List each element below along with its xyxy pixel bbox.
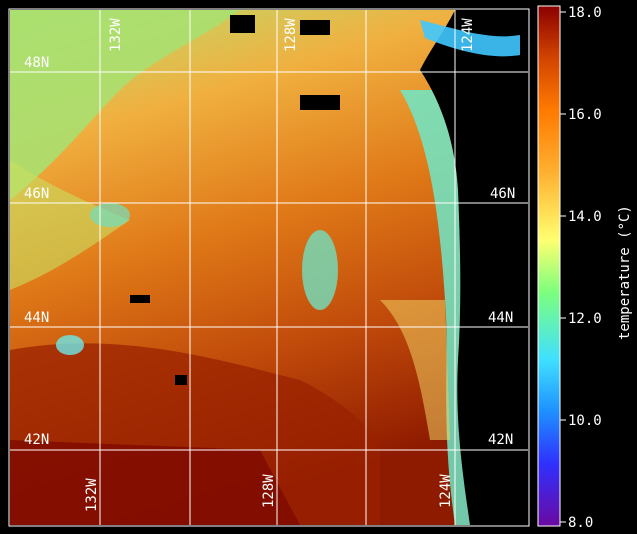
longitude-labels: 132W 128W 124W 132W 128W 124W [84, 18, 476, 512]
colorbar-tick-8: 8.0 [568, 515, 593, 531]
colorbar-title: temperature (°C) [617, 205, 633, 340]
lat-label-44n-right: 44N [488, 310, 513, 326]
colorbar: 18.0 16.0 14.0 12.0 10.0 8.0 temperature… [537, 5, 633, 531]
lat-label-44n: 44N [24, 310, 49, 326]
lon-label-128w-top: 128W [283, 18, 299, 52]
colorbar-tick-14: 14.0 [568, 209, 602, 225]
lat-label-46n-right: 46N [490, 186, 515, 202]
graticule [10, 10, 528, 525]
lat-label-42n: 42N [24, 432, 49, 448]
sst-field [10, 10, 528, 525]
colorbar-tick-10: 10.0 [568, 413, 602, 429]
colorbar-tick-18: 18.0 [568, 5, 602, 21]
colorbar-tick-12: 12.0 [568, 311, 602, 327]
lon-label-132w-bottom: 132W [84, 478, 100, 512]
lat-label-48n: 48N [24, 55, 49, 71]
lon-label-124w-top: 124W [460, 18, 476, 52]
lat-label-46n: 46N [24, 186, 49, 202]
lon-label-128w-bottom: 128W [261, 474, 277, 508]
colorbar-tick-16: 16.0 [568, 107, 602, 123]
colorbar-gradient [537, 5, 561, 527]
latitude-labels: 48N 46N 46N 44N 44N 42N 42N [24, 55, 515, 448]
lon-label-132w-top: 132W [108, 18, 124, 52]
lon-label-124w-bottom: 124W [438, 474, 454, 508]
lat-label-42n-right: 42N [488, 432, 513, 448]
